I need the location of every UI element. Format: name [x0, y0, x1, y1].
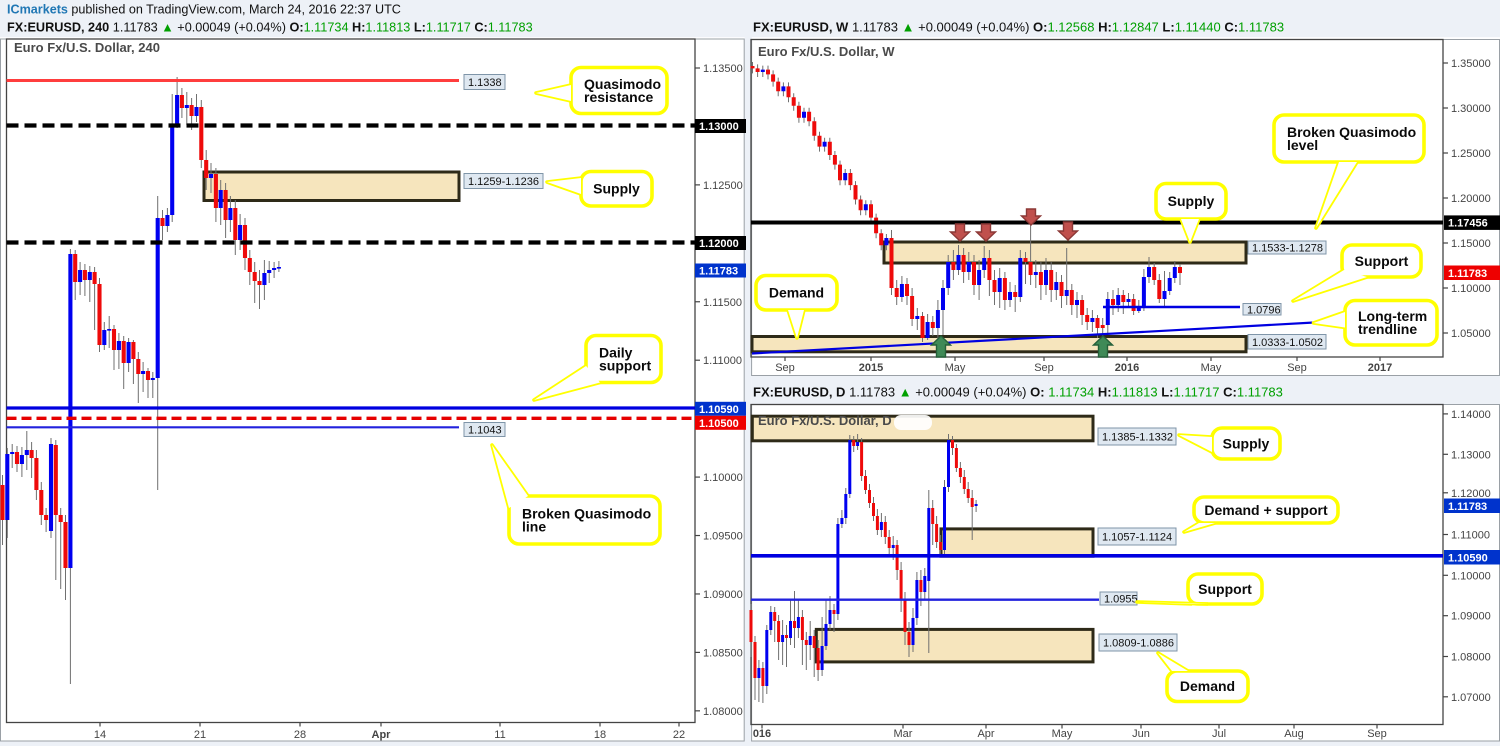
- svg-text:22: 22: [673, 729, 685, 741]
- svg-text:1.11000: 1.11000: [1451, 530, 1490, 542]
- svg-text:1.08000: 1.08000: [703, 706, 743, 718]
- svg-text:Support: Support: [1355, 253, 1409, 269]
- svg-text:Long-term: Long-term: [1358, 308, 1427, 324]
- svg-text:1.09000: 1.09000: [703, 589, 743, 601]
- svg-text:1.07000: 1.07000: [1451, 692, 1491, 704]
- svg-text:Sep: Sep: [775, 362, 795, 374]
- svg-text:Jun: Jun: [1132, 728, 1150, 740]
- svg-text:1.09000: 1.09000: [1451, 611, 1491, 623]
- svg-text:1.08500: 1.08500: [703, 647, 743, 659]
- svg-text:Demand + support: Demand + support: [1204, 502, 1328, 518]
- svg-text:1.10000: 1.10000: [703, 472, 743, 484]
- svg-text:1.20000: 1.20000: [1451, 193, 1491, 205]
- svg-text:Daily: Daily: [599, 344, 633, 360]
- svg-text:May: May: [1201, 362, 1222, 374]
- svg-text:Euro Fx/U.S. Dollar, D: Euro Fx/U.S. Dollar, D: [758, 413, 892, 428]
- svg-text:1.13000: 1.13000: [699, 121, 739, 133]
- svg-text:1.1043: 1.1043: [468, 425, 502, 437]
- svg-text:resistance: resistance: [584, 89, 653, 105]
- svg-text:Aug: Aug: [1284, 728, 1304, 740]
- svg-text:1.1057-1.1124: 1.1057-1.1124: [1102, 532, 1172, 544]
- svg-text:FX:EURUSD, D 1.11783 ▲ +0.000: FX:EURUSD, D 1.11783 ▲ +0.00049 (+0.04%)…: [753, 385, 1283, 400]
- svg-text:Apr: Apr: [977, 728, 994, 740]
- svg-text:Jul: Jul: [1212, 728, 1226, 740]
- svg-text:1.1385-1.1332: 1.1385-1.1332: [1102, 432, 1173, 444]
- svg-text:May: May: [945, 362, 966, 374]
- svg-text:Demand: Demand: [769, 285, 824, 301]
- svg-text:Euro Fx/U.S. Dollar, W: Euro Fx/U.S. Dollar, W: [758, 44, 895, 59]
- svg-text:18: 18: [594, 729, 606, 741]
- svg-text:2015: 2015: [859, 362, 883, 374]
- svg-text:1.11783: 1.11783: [1448, 501, 1487, 513]
- svg-text:1.05000: 1.05000: [1451, 328, 1491, 340]
- svg-text:Sep: Sep: [1367, 728, 1387, 740]
- svg-text:1.12500: 1.12500: [703, 180, 743, 192]
- svg-text:28: 28: [294, 729, 306, 741]
- svg-text:Apr: Apr: [372, 729, 392, 741]
- svg-text:1.12000: 1.12000: [1451, 488, 1491, 500]
- svg-text:1.09500: 1.09500: [703, 531, 743, 543]
- svg-text:Mar: Mar: [894, 728, 913, 740]
- svg-text:support: support: [599, 357, 651, 373]
- svg-text:Demand: Demand: [1180, 678, 1235, 694]
- svg-text:1.0796: 1.0796: [1247, 304, 1281, 316]
- svg-text:1.1259-1.1236: 1.1259-1.1236: [468, 176, 539, 188]
- svg-text:11: 11: [494, 729, 505, 741]
- svg-text:line: line: [522, 518, 546, 534]
- svg-text:May: May: [1052, 728, 1073, 740]
- svg-text:1.14000: 1.14000: [1451, 409, 1491, 421]
- svg-text:trendline: trendline: [1358, 321, 1417, 337]
- svg-text:1.10000: 1.10000: [1451, 283, 1491, 295]
- svg-text:1.11783: 1.11783: [1448, 268, 1487, 280]
- svg-text:Supply: Supply: [1223, 435, 1270, 451]
- svg-text:1.17456: 1.17456: [1448, 218, 1488, 230]
- svg-text:level: level: [1287, 137, 1318, 153]
- svg-text:1.12000: 1.12000: [699, 238, 739, 250]
- svg-text:Sep: Sep: [1034, 362, 1054, 374]
- svg-text:1.10590: 1.10590: [699, 404, 739, 416]
- svg-text:FX:EURUSD, 240 1.11783 ▲ +0.0: FX:EURUSD, 240 1.11783 ▲ +0.00049 (+0.04…: [7, 21, 533, 35]
- svg-text:Support: Support: [1198, 581, 1252, 597]
- svg-text:1.13500: 1.13500: [703, 63, 743, 75]
- svg-text:1.0809-1.0886: 1.0809-1.0886: [1103, 638, 1174, 650]
- svg-text:Supply: Supply: [1168, 193, 1215, 209]
- svg-text:1.11500: 1.11500: [703, 297, 742, 309]
- svg-text:1.1338: 1.1338: [468, 77, 502, 89]
- svg-text:1.0333-1.0502: 1.0333-1.0502: [1252, 337, 1323, 349]
- svg-text:1.10500: 1.10500: [699, 418, 739, 430]
- svg-text:1.11783: 1.11783: [699, 266, 738, 278]
- svg-text:Broken Quasimodo: Broken Quasimodo: [1287, 124, 1416, 140]
- svg-text:1.0955: 1.0955: [1104, 594, 1138, 606]
- svg-text:2016: 2016: [1115, 362, 1139, 374]
- svg-text:Euro Fx/U.S. Dollar, 240: Euro Fx/U.S. Dollar, 240: [14, 40, 160, 55]
- svg-text:1.10000: 1.10000: [1451, 570, 1491, 582]
- svg-text:2017: 2017: [1368, 362, 1392, 374]
- svg-text:Sep: Sep: [1287, 362, 1307, 374]
- svg-text:1.30000: 1.30000: [1451, 103, 1491, 115]
- svg-text:1.35000: 1.35000: [1451, 58, 1491, 70]
- svg-text:1.25000: 1.25000: [1451, 148, 1491, 160]
- svg-text:21: 21: [194, 729, 206, 741]
- svg-text:Broken Quasimodo: Broken Quasimodo: [522, 505, 651, 521]
- svg-text:1.08000: 1.08000: [1451, 652, 1491, 664]
- svg-text:14: 14: [94, 729, 106, 741]
- svg-text:FX:EURUSD, W 1.11783 ▲ +0.000: FX:EURUSD, W 1.11783 ▲ +0.00049 (+0.04%)…: [753, 20, 1284, 35]
- svg-text:1.13000: 1.13000: [1451, 449, 1491, 461]
- svg-text:1.15000: 1.15000: [1451, 238, 1491, 250]
- svg-text:ICmarkets published on Trading: ICmarkets published on TradingView.com, …: [7, 3, 401, 17]
- svg-text:1.11000: 1.11000: [703, 355, 742, 367]
- svg-text:1.1533-1.1278: 1.1533-1.1278: [1252, 243, 1323, 255]
- svg-text:016: 016: [753, 728, 771, 740]
- svg-text:1.10590: 1.10590: [1448, 552, 1488, 564]
- svg-text:Supply: Supply: [593, 181, 640, 197]
- svg-text:Quasimodo: Quasimodo: [584, 76, 661, 92]
